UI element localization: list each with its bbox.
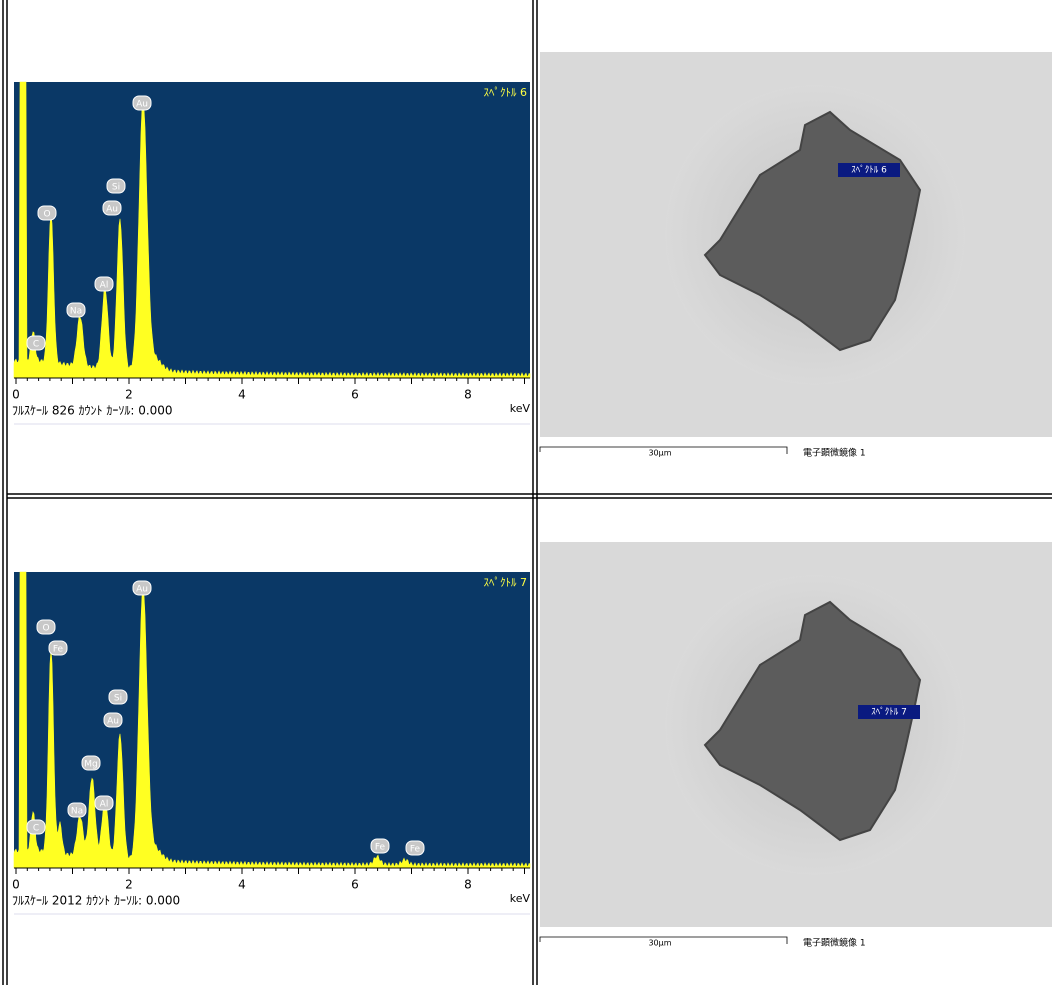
peak-label: Al <box>94 795 114 811</box>
x-tick-label: 6 <box>351 878 359 892</box>
peak-text: Al <box>100 800 109 810</box>
scale-text: 30μm <box>648 449 671 458</box>
peak-badge <box>81 755 101 771</box>
sem-caption: 電子顕微鏡像 1 <box>803 447 866 459</box>
peak-label: Au <box>132 580 152 596</box>
peak-badge <box>108 689 128 705</box>
peak-badge <box>94 276 114 292</box>
sem-label: ｽﾍﾟｸﾄﾙ 6 <box>851 165 887 176</box>
x-tick-label: 4 <box>238 878 246 892</box>
sem-particle <box>703 600 922 842</box>
spectrum-caption: ﾌﾙｽｹｰﾙ 2012 ｶｳﾝﾄ ｶｰｿﾙ: 0.000 <box>12 894 180 908</box>
peak-badge <box>102 200 122 216</box>
x-tick-label: 6 <box>351 388 359 402</box>
peak-badge <box>36 619 56 635</box>
peak-badge <box>370 838 390 854</box>
spectrum-label: ｽﾍﾟｸﾄﾙ 6 <box>484 86 528 99</box>
scale-bar <box>539 936 788 944</box>
peak-text: O <box>43 210 50 220</box>
unit-label: keV <box>510 892 531 905</box>
peak-text: Fe <box>53 645 64 655</box>
peak-badge <box>26 335 46 351</box>
peak-badge <box>94 795 114 811</box>
spectrum-label: ｽﾍﾟｸﾄﾙ 7 <box>484 576 528 589</box>
peak-text: Al <box>100 281 109 291</box>
peak-label: Si <box>106 178 126 194</box>
spectrum-trace <box>13 81 531 379</box>
peak-badge <box>66 302 86 318</box>
peak-text: C <box>33 824 39 834</box>
peak-text: Au <box>136 100 148 110</box>
peak-label: Si <box>108 689 128 705</box>
x-tick-label: 8 <box>464 878 472 892</box>
peak-badge <box>103 712 123 728</box>
x-tick-label: 0 <box>12 878 20 892</box>
x-tick-label: 8 <box>464 388 472 402</box>
peak-text: Au <box>136 585 148 595</box>
spectrum-caption: ﾌﾙｽｹｰﾙ 826 ｶｳﾝﾄ ｶｰｿﾙ: 0.000 <box>12 404 173 418</box>
peak-text: C <box>33 340 39 350</box>
peak-badge <box>405 840 425 856</box>
sem-label-box <box>858 705 920 719</box>
sem-caption: 電子顕微鏡像 1 <box>803 937 866 949</box>
peak-text: Si <box>114 694 122 704</box>
x-tick-label: 0 <box>12 388 20 402</box>
peak-badge <box>132 95 152 111</box>
peak-badge <box>26 819 46 835</box>
peak-label: C <box>26 819 46 835</box>
peak-text: Mg <box>84 760 97 770</box>
peak-label: Fe <box>405 840 425 856</box>
peak-badge <box>37 205 57 221</box>
peak-text: Fe <box>375 843 386 853</box>
sem-label-box <box>838 163 900 177</box>
sem-label: ｽﾍﾟｸﾄﾙ 7 <box>871 707 907 718</box>
x-tick-label: 2 <box>125 878 133 892</box>
peak-label: Fe <box>48 640 68 656</box>
peak-label: Fe <box>370 838 390 854</box>
peak-text: Au <box>107 717 119 727</box>
scale-text: 30μm <box>648 939 671 948</box>
peak-text: Na <box>71 807 83 817</box>
x-tick-label: 4 <box>238 388 246 402</box>
peak-badge <box>106 178 126 194</box>
peak-label: Na <box>66 302 86 318</box>
peak-label: C <box>26 335 46 351</box>
peak-label: Al <box>94 276 114 292</box>
unit-label: keV <box>510 402 531 415</box>
peak-label: O <box>36 619 56 635</box>
peak-label: O <box>37 205 57 221</box>
spectrum-trace <box>13 571 531 869</box>
peak-badge <box>48 640 68 656</box>
peak-badge <box>67 802 87 818</box>
scale-bar <box>539 446 788 454</box>
peak-label: Au <box>103 712 123 728</box>
spectrum-panel <box>14 572 530 868</box>
peak-badge <box>132 580 152 596</box>
peak-text: Si <box>112 183 120 193</box>
spectrum-panel <box>14 82 530 378</box>
peak-label: Na <box>67 802 87 818</box>
peak-label: Mg <box>81 755 101 771</box>
peak-text: Au <box>106 205 118 215</box>
x-tick-label: 2 <box>125 388 133 402</box>
peak-label: Au <box>102 200 122 216</box>
peak-label: Au <box>132 95 152 111</box>
peak-text: O <box>42 624 49 634</box>
peak-text: Fe <box>410 845 421 855</box>
peak-text: Na <box>70 307 82 317</box>
